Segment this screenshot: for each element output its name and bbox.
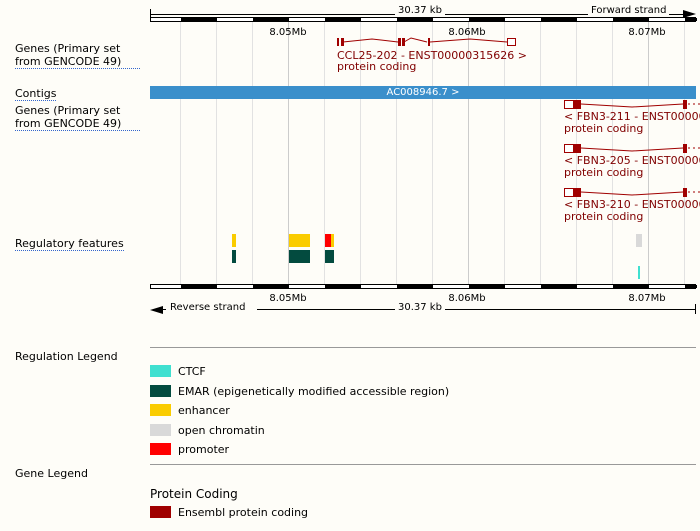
scale-segment [685, 285, 697, 288]
scale-segment [253, 285, 289, 288]
legend-label: promoter [178, 443, 230, 456]
track-label-genes-forward[interactable]: Genes (Primary set from GENCODE 49) [15, 42, 140, 69]
scale-segment [253, 18, 289, 21]
mb-tick: 8.07Mb [628, 27, 666, 38]
gridline [504, 20, 505, 284]
scale-segment [397, 285, 433, 288]
track-label-regulatory[interactable]: Regulatory features [15, 237, 124, 251]
legend-label: enhancer [178, 404, 230, 417]
scale-segment [541, 285, 577, 288]
legend-swatch [150, 506, 171, 518]
mb-tick: 8.05Mb [269, 293, 307, 304]
top-scale-bar [150, 17, 697, 22]
scale-segment [469, 18, 505, 21]
legend-swatch [150, 365, 171, 377]
gridline [540, 20, 541, 284]
scale-segment [541, 18, 577, 21]
reverse-arrow-icon [150, 306, 163, 314]
scale-segment [469, 285, 505, 288]
mb-tick: 8.06Mb [448, 293, 486, 304]
track-label-contigs[interactable]: Contigs [15, 87, 57, 101]
gridline [252, 20, 253, 284]
intron-line [580, 103, 700, 108]
legend-label: Ensembl protein coding [178, 506, 309, 519]
top-ruler-length: 30.37 kb [395, 5, 445, 16]
legend-label: open chromatin [178, 423, 265, 437]
ctcf-feature[interactable] [638, 266, 640, 279]
reverse-strand-label: Reverse strand [170, 302, 246, 313]
legend-swatch [150, 423, 171, 436]
gridline [180, 20, 181, 284]
transcript-biotype: protein coding [564, 166, 644, 179]
legend-swatch [150, 384, 171, 397]
scale-segment [325, 285, 361, 288]
legend-swatch [150, 443, 171, 455]
gridline [432, 20, 433, 284]
contig-name: AC008946.7 > [386, 87, 460, 98]
gridline [324, 20, 325, 284]
transcript-name[interactable]: CCL25-202 - ENST00000315626 > [337, 49, 527, 62]
mb-tick: 8.07Mb [628, 293, 666, 304]
emar-feature[interactable] [232, 250, 236, 263]
forward-strand-label: Forward strand [588, 5, 670, 16]
intron-line [580, 191, 700, 196]
protein-coding-heading: Protein Coding [150, 487, 238, 501]
legend-label: EMAR (epigenetically modified accessible… [178, 384, 450, 398]
gridline [396, 20, 397, 284]
gridline [612, 20, 613, 284]
transcript-biotype: protein coding [337, 60, 417, 73]
gridline [360, 20, 361, 284]
gridline [648, 20, 649, 284]
legend-swatch [150, 404, 171, 416]
transcript-biotype: protein coding [564, 122, 644, 135]
transcript-name[interactable]: < FBN3-211 - ENST00000 [564, 110, 700, 123]
gridline [288, 20, 289, 284]
gridline [216, 20, 217, 284]
transcript-name[interactable]: < FBN3-210 - ENST00000 [564, 198, 700, 211]
bottom-scale-bar [150, 284, 697, 289]
contig-bar[interactable]: AC008946.7 > [150, 86, 696, 99]
scale-segment [397, 18, 433, 21]
scale-segment [181, 285, 217, 288]
mb-tick: 8.05Mb [269, 27, 307, 38]
legend-label: CTCF [178, 365, 206, 378]
gridline [468, 20, 469, 284]
track-label-genes-reverse[interactable]: Genes (Primary set from GENCODE 49) [15, 104, 140, 131]
forward-arrow-icon [683, 10, 696, 18]
regulation-legend-title: Regulation Legend [15, 350, 118, 363]
emar-feature[interactable] [289, 250, 310, 263]
intron-line [580, 147, 700, 152]
promoter-feature[interactable] [325, 234, 331, 247]
transcript-name[interactable]: < FBN3-205 - ENST00000 [564, 154, 700, 167]
emar-feature[interactable] [325, 250, 334, 263]
intron-lines [342, 37, 508, 43]
scale-segment [613, 18, 649, 21]
mb-tick: 8.06Mb [448, 27, 486, 38]
enhancer-feature[interactable] [289, 234, 310, 247]
enhancer-feature[interactable] [331, 234, 334, 247]
transcript-biotype: protein coding [564, 210, 644, 223]
enhancer-feature[interactable] [232, 234, 236, 247]
scale-segment [685, 18, 697, 21]
open-chromatin-feature[interactable] [636, 234, 642, 247]
gene-legend-title: Gene Legend [15, 467, 88, 480]
scale-segment [613, 285, 649, 288]
scale-segment [181, 18, 217, 21]
scale-segment [325, 18, 361, 21]
bottom-ruler-length: 30.37 kb [395, 302, 445, 313]
